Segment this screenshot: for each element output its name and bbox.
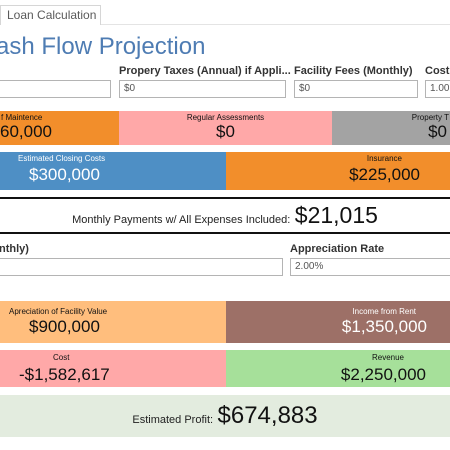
closing-costs-value: $300,000	[29, 165, 100, 184]
facility-appreciation-card: Apreciation of Facility Value $900,000	[0, 301, 226, 343]
cost-card: Cost -$1,582,617	[0, 350, 226, 387]
regular-assessments-value: $0	[216, 122, 235, 141]
property-taxes-card-label: Property T	[411, 113, 449, 122]
tab-loan-calculation[interactable]: Loan Calculation	[0, 5, 101, 25]
closing-costs-label: Estimated Closing Costs	[18, 154, 106, 163]
cost-input[interactable]: 1.00	[425, 80, 450, 98]
insurance-label: Insurance	[366, 154, 402, 163]
estimated-profit-value: $674,883	[217, 402, 318, 429]
facility-fees-input[interactable]: $0	[294, 80, 418, 98]
rent-income-label: Income from Rent	[352, 307, 416, 316]
appreciation-rate-input[interactable]: 2.00%	[290, 258, 450, 276]
rent-income-card: Income from Rent $1,350,000	[226, 301, 450, 343]
facility-fees-label: Facility Fees (Monthly)	[294, 65, 413, 77]
property-taxes-card: Property T $0	[332, 111, 450, 145]
page-title: ash Flow Projection	[0, 33, 206, 60]
cost-card-label: Cost	[53, 353, 70, 362]
revenue-card: Revenue $2,250,000	[226, 350, 450, 387]
regular-assessments-label: Regular Assessments	[186, 113, 265, 122]
property-taxes-label: Propery Taxes (Annual) if Appli...	[119, 65, 291, 77]
estimated-profit-label: Estimated Profit:	[132, 414, 214, 426]
closing-costs-card: Estimated Closing Costs $300,000	[0, 152, 226, 190]
monthly-payment-box: Monthly Payments w/ All Expenses Include…	[0, 197, 450, 234]
maintenance-card: f Maintence 60,000	[0, 111, 119, 145]
monthly-field-input[interactable]	[0, 258, 283, 276]
cost-label: Cost	[425, 65, 450, 77]
monthly-field-label: nthly)	[0, 243, 29, 255]
revenue-card-value: $2,250,000	[340, 365, 426, 384]
rent-income-value: $1,350,000	[341, 317, 427, 336]
facility-appreciation-value: $900,000	[29, 317, 100, 336]
monthly-payment-label: Monthly Payments w/ All Expenses Include…	[72, 214, 291, 226]
tab-label: Loan Calculation	[7, 8, 97, 22]
property-taxes-card-value: $0	[428, 122, 447, 141]
field-input-left[interactable]	[0, 80, 111, 98]
insurance-value: $225,000	[349, 165, 420, 184]
facility-appreciation-label: Apreciation of Facility Value	[9, 307, 108, 316]
revenue-card-label: Revenue	[371, 353, 404, 362]
appreciation-rate-label: Appreciation Rate	[290, 243, 385, 255]
property-taxes-input[interactable]: $0	[119, 80, 286, 98]
estimated-profit-box: Estimated Profit: $674,883	[0, 395, 450, 437]
maintenance-label: f Maintence	[1, 113, 43, 122]
monthly-payment-value: $21,015	[294, 202, 378, 228]
maintenance-value: 60,000	[0, 122, 52, 141]
insurance-card: Insurance $225,000	[226, 152, 450, 190]
monthly-payment-text: Monthly Payments w/ All Expenses Include…	[0, 199, 450, 232]
regular-assessments-card: Regular Assessments $0	[119, 111, 332, 145]
cost-card-value: -$1,582,617	[19, 365, 110, 384]
